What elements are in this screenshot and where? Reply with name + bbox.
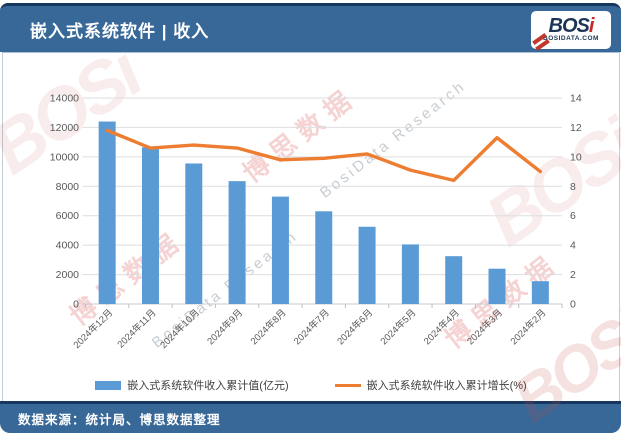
logo-brand-text: BOSi [548,15,595,37]
revenue-bar [315,211,333,304]
right-axis-tick: 12 [570,122,582,134]
left-axis-tick: 12000 [50,122,79,134]
page-title: 嵌入式系统软件 | 收入 [30,21,210,41]
left-axis-tick: 4000 [56,240,80,252]
left-axis-tick: 0 [73,299,79,311]
x-axis-label: 2024年9月 [205,307,246,348]
legend-label-growth: 嵌入式系统软件收入累计增长(%) [366,380,527,392]
x-axis-label: 2024年7月 [291,307,332,348]
header-bar: 嵌入式系统软件 | 收入 BOSi BOSIDATA.COM [0,3,621,52]
right-axis-tick: 8 [570,181,576,193]
x-axis-label: 2024年2月 [508,307,549,348]
x-axis-label: 2024年11月 [115,307,159,351]
left-axis-tick: 6000 [56,210,80,222]
left-axis-tick: 2000 [56,269,80,281]
left-axis-tick: 14000 [50,93,79,105]
right-axis-tick: 2 [570,269,576,281]
right-axis-tick: 4 [570,240,576,252]
left-axis-tick: 8000 [56,181,80,193]
x-axis-label: 2024年8月 [248,307,289,348]
x-axis-label: 2024年5月 [378,307,419,348]
left-axis-tick: 10000 [50,151,79,163]
x-axis-label: 2024年3月 [465,307,506,348]
combo-chart: 0 0 2000 2 4000 4 6000 6 8000 8 10000 10 12000 12 1400… [50,93,582,351]
x-axis-label: 2024年12月 [71,307,115,351]
revenue-bar [228,181,246,304]
right-axis-tick: 6 [570,210,576,222]
revenue-bar [531,281,549,304]
revenue-bar [185,163,203,304]
legend-item-growth: 嵌入式系统软件收入累计增长(%) [334,377,527,393]
growth-line [105,128,543,183]
line-series-swatch-icon [334,383,361,387]
chart-area: BOSi 博思数据 BosiData Research BOSi 博思数据 Bo… [0,34,621,402]
x-axis-label: 2024年10月 [158,307,202,351]
revenue-bar [445,256,463,304]
revenue-bar [141,147,159,304]
chart-legend: 嵌入式系统软件收入累计值(亿元) 嵌入式系统软件收入累计增长(%) [3,377,619,393]
legend-item-revenue: 嵌入式系统软件收入累计值(亿元) [95,377,289,393]
right-axis-tick: 14 [570,93,582,105]
revenue-bar [401,244,419,304]
x-axis-label: 2024年4月 [421,307,462,348]
revenue-bar [98,121,116,305]
right-axis-tick: 0 [570,299,576,311]
revenue-bar [358,226,376,304]
bar-series-swatch-icon [95,380,122,390]
legend-label-revenue: 嵌入式系统软件收入累计值(亿元) [127,380,289,392]
revenue-bar [488,268,506,304]
logo-site-text: BOSIDATA.COM [543,35,599,42]
right-axis-tick: 10 [570,151,582,163]
data-source-note: 数据来源：统计局、博思数据整理 [18,413,221,427]
footer-bar: 数据来源：统计局、博思数据整理 [0,401,621,433]
revenue-bar [271,196,289,304]
bosi-logo: BOSi BOSIDATA.COM [531,11,611,51]
x-axis-label: 2024年6月 [335,307,376,348]
